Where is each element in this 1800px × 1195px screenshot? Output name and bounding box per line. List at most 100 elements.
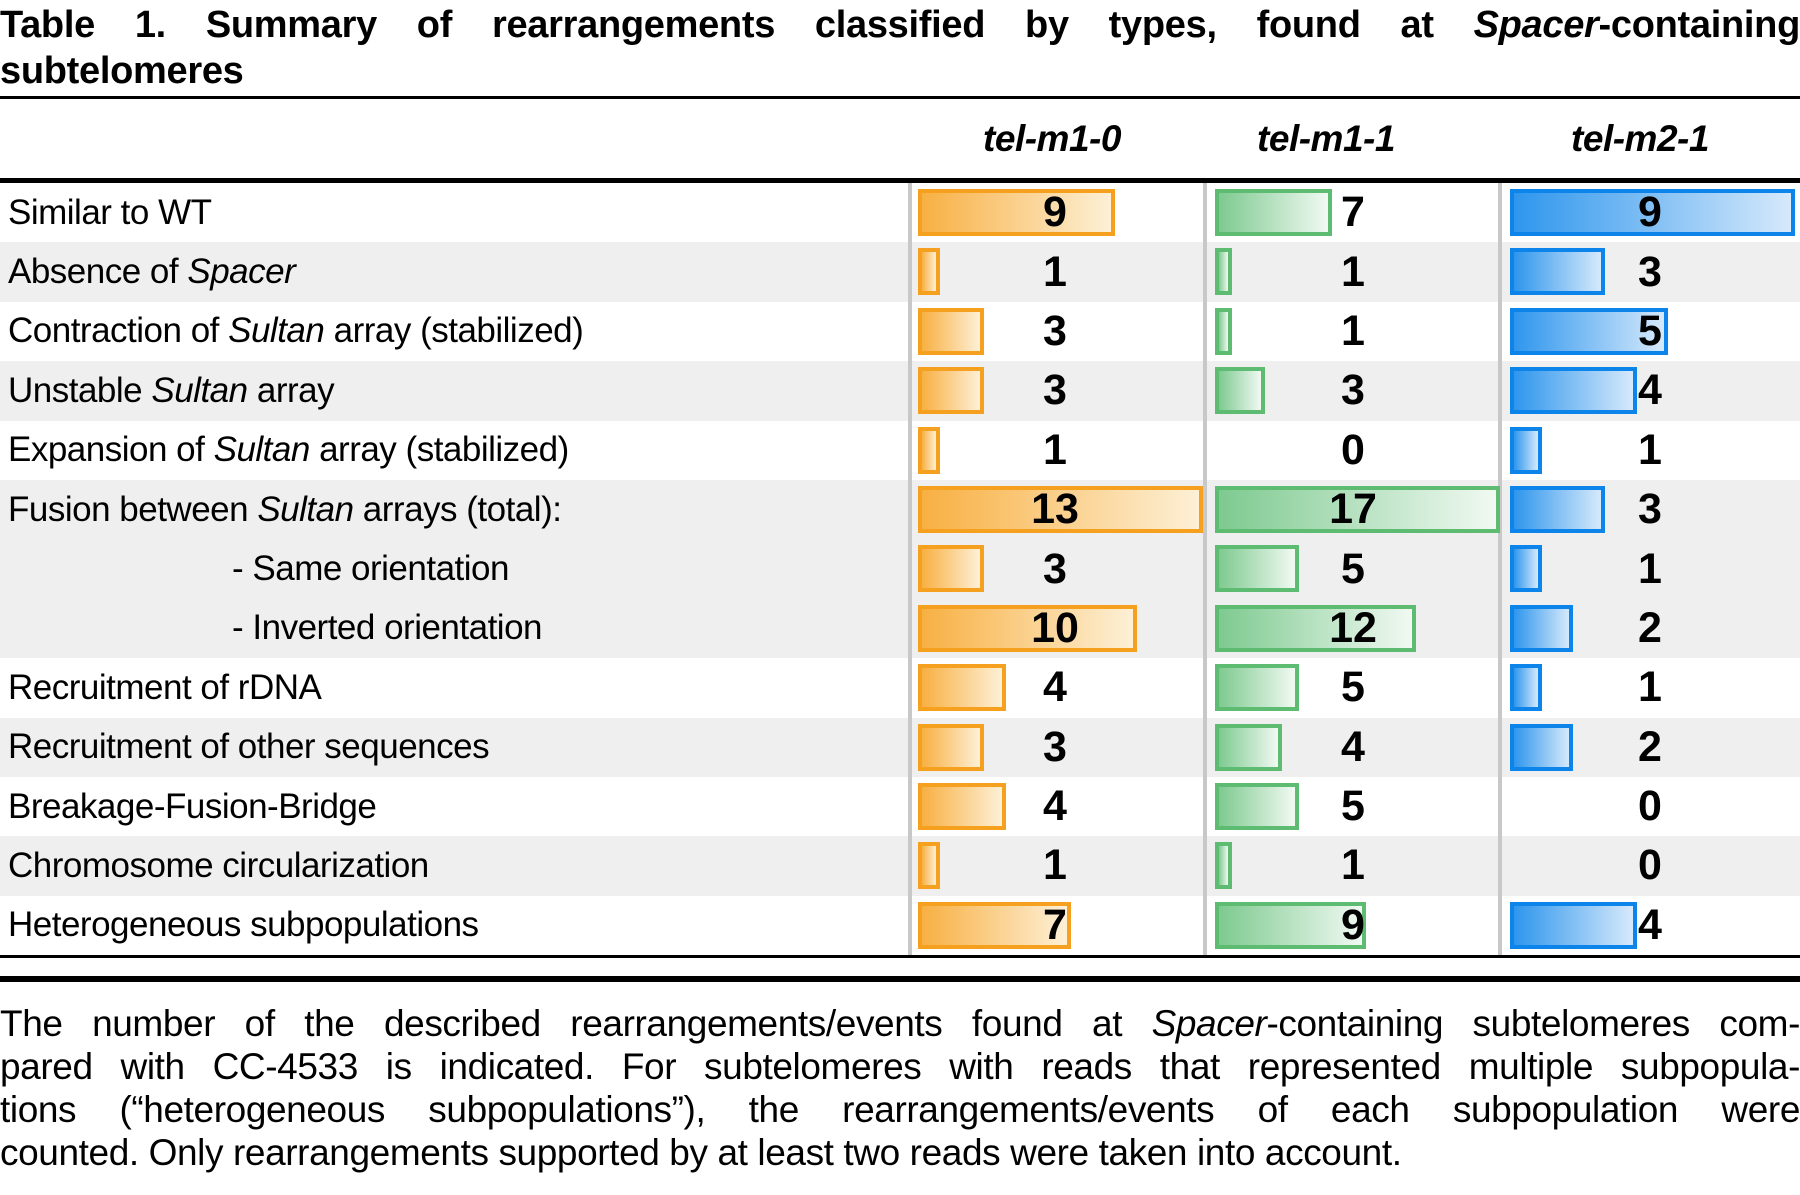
value-number-tel-m2-1: 1: [1638, 544, 1662, 593]
title-segment: Summary of rearrangements classified by …: [165, 4, 1474, 46]
value-number-tel-m1-0: 13: [1031, 485, 1079, 534]
column-divider: [1498, 479, 1502, 540]
title-segment: Spacer: [1473, 4, 1599, 46]
row-label-segment: Heterogeneous subpopulations: [8, 905, 479, 945]
value-bar-tel-m2-1: [1510, 248, 1605, 296]
column-divider: [1498, 301, 1502, 362]
value-bar-tel-m2-1: [1510, 664, 1542, 712]
value-number-tel-m2-1: 3: [1638, 247, 1662, 296]
row-label-segment: Absence of: [8, 252, 188, 292]
value-bar-tel-m1-0: [918, 367, 984, 415]
value-bar-tel-m1-1: [1215, 367, 1265, 415]
value-bar-tel-m1-0: [918, 723, 984, 771]
value-bar-tel-m1-0: [918, 664, 1006, 712]
table-row: Fusion between Sultan arrays (total): 13 1…: [0, 479, 1800, 540]
value-number-tel-m1-1: 17: [1329, 485, 1377, 534]
value-number-tel-m1-1: 7: [1341, 188, 1365, 237]
value-number-tel-m1-0: 4: [1043, 663, 1067, 712]
value-bar-tel-m1-0: [918, 782, 1006, 830]
row-label: Absence of Spacer: [8, 242, 296, 301]
value-bar-tel-m2-1: [1510, 901, 1637, 949]
bottom-rule-thin: [0, 955, 1800, 958]
row-label-segment: array (stabilized): [324, 311, 584, 351]
footnote-segment: pared with CC-4533 is indicated. For sub…: [0, 1046, 1800, 1087]
value-bar-tel-m1-0: [918, 842, 940, 890]
row-label-segment: Recruitment of rDNA: [8, 667, 322, 707]
value-bar-tel-m2-1: [1510, 723, 1573, 771]
row-label: Heterogeneous subpopulations: [8, 896, 479, 955]
column-divider: [1203, 539, 1207, 599]
value-number-tel-m1-1: 4: [1341, 722, 1365, 771]
footnote-segment: Spacer: [1151, 1003, 1267, 1044]
row-label-segment: arrays (total):: [353, 489, 562, 529]
value-number-tel-m2-1: 0: [1638, 782, 1662, 831]
value-number-tel-m1-1: 1: [1341, 306, 1365, 355]
value-number-tel-m1-0: 3: [1043, 722, 1067, 771]
row-label-segment: Sultan: [228, 311, 325, 351]
value-number-tel-m1-0: 3: [1043, 306, 1067, 355]
value-bar-tel-m1-1: [1215, 723, 1282, 771]
column-divider: [1498, 183, 1502, 243]
value-bar-tel-m2-1: [1510, 189, 1795, 236]
footnote-line: pared with CC-4533 is indicated. For sub…: [0, 1045, 1800, 1088]
footnote-segment: counted. Only rearrangements supported b…: [0, 1132, 1402, 1173]
column-divider: [1203, 836, 1207, 896]
table-row: - Same orientation 3 5 1: [0, 539, 1800, 599]
column-divider: [1203, 776, 1207, 837]
column-divider: [908, 361, 912, 421]
table-row: Contraction of Sultan array (stabilized)…: [0, 301, 1800, 362]
column-divider: [1203, 242, 1207, 302]
value-bar-tel-m1-0: [918, 426, 940, 474]
value-bar-tel-m1-1: [1215, 248, 1232, 296]
row-label-segment: Unstable: [8, 370, 152, 410]
value-number-tel-m1-0: 10: [1031, 603, 1079, 652]
value-number-tel-m1-1: 12: [1329, 603, 1377, 652]
value-bar-tel-m1-0: [918, 485, 1203, 533]
value-bar-tel-m2-1: [1510, 545, 1542, 593]
column-divider: [908, 301, 912, 362]
value-bar-tel-m1-0: [918, 307, 984, 355]
value-number-tel-m2-1: 1: [1638, 425, 1662, 474]
value-bar-tel-m1-1: [1215, 189, 1332, 236]
bottom-rule-thick: [0, 976, 1800, 982]
column-divider: [1498, 598, 1502, 659]
value-number-tel-m2-1: 4: [1638, 366, 1662, 415]
table-row: Recruitment of other sequences 3 4 2: [0, 717, 1800, 777]
value-number-tel-m1-1: 5: [1341, 663, 1365, 712]
value-bar-tel-m1-1: [1215, 901, 1366, 949]
top-rule: [0, 96, 1800, 99]
column-divider: [908, 539, 912, 599]
column-divider: [1203, 895, 1207, 956]
value-number-tel-m2-1: 9: [1638, 188, 1662, 237]
row-label: - Same orientation: [232, 539, 509, 598]
column-divider: [1203, 717, 1207, 777]
row-label: Recruitment of other sequences: [8, 718, 490, 777]
footnote-line: counted. Only rearrangements supported b…: [0, 1131, 1800, 1174]
value-number-tel-m1-0: 1: [1043, 247, 1067, 296]
column-divider: [1498, 242, 1502, 302]
footnote-segment: tions (“heterogeneous subpopulations”), …: [0, 1089, 1800, 1130]
value-bar-tel-m2-1: [1510, 604, 1573, 652]
table-row: Expansion of Sultan array (stabilized) 1 0…: [0, 420, 1800, 480]
value-bar-tel-m1-0: [918, 545, 984, 593]
value-number-tel-m2-1: 3: [1638, 485, 1662, 534]
table-row: Recruitment of rDNA 4 5 1: [0, 658, 1800, 718]
row-label-segment: Recruitment of other sequences: [8, 727, 490, 767]
column-divider: [1498, 895, 1502, 956]
value-bar-tel-m1-1: [1215, 842, 1232, 890]
row-label-segment: Spacer: [187, 252, 296, 292]
value-number-tel-m1-1: 5: [1341, 544, 1365, 593]
footnote-segment: The number of the described rearrangemen…: [0, 1003, 1152, 1044]
row-label: Expansion of Sultan array (stabilized): [8, 421, 569, 480]
row-label: Recruitment of rDNA: [8, 658, 322, 717]
column-header-row: tel-m1-0 tel-m1-1 tel-m2-1: [0, 99, 1800, 178]
column-divider: [908, 836, 912, 896]
footnote-line: The number of the described rearrangemen…: [0, 1002, 1800, 1045]
value-bar-tel-m2-1: [1510, 367, 1637, 415]
title-segment: subtelomeres: [0, 50, 244, 92]
value-number-tel-m1-0: 1: [1043, 425, 1067, 474]
footnote-segment: -containing subtelomeres com-: [1266, 1003, 1800, 1044]
table-row: Similar to WT 9 7 9: [0, 183, 1800, 243]
column-divider: [908, 183, 912, 243]
